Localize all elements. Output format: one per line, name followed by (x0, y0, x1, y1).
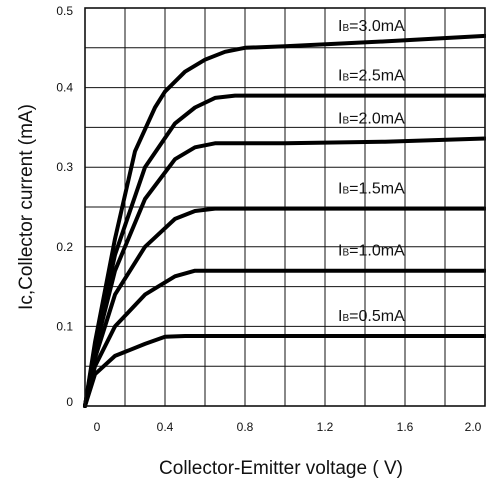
plot-frame (84, 7, 486, 407)
x-axis-title: Collector-Emitter voltage ( V) (159, 458, 403, 479)
x-tick-labels: 0 0.4 0.8 1.2 1.6 2.0 (94, 420, 482, 434)
series-curves (83, 33, 486, 408)
series-curve-6 (83, 33, 486, 408)
series-curve-4 (83, 136, 486, 408)
series-curve-1 (83, 334, 486, 408)
series-label-4: IB=2.0mA (338, 111, 405, 128)
y-axis-title: Ic,Collector current (mA) (16, 104, 37, 310)
series-label-1: IB=0.5mA (338, 308, 405, 325)
y-tick-labels: 0 0.1 0.2 0.3 0.4 0.5 (56, 4, 73, 409)
y-tick-label: 0.3 (56, 160, 73, 174)
series-labels: IB=0.5mA IB=1.0mA IB=1.5mA IB=2.0mA IB=2.5mA… (338, 18, 405, 325)
y-tick-label: 0.2 (56, 240, 73, 254)
series-curve-2 (83, 268, 486, 408)
x-tick-label: 0 (94, 420, 101, 434)
series-label-2: IB=1.0mA (338, 243, 405, 260)
x-tick-label: 2.0 (465, 420, 482, 434)
x-tick-label: 1.2 (317, 420, 334, 434)
x-tick-label: 0.8 (237, 420, 254, 434)
series-label-3: IB=1.5mA (338, 181, 405, 198)
y-tick-label: 0.1 (56, 319, 73, 333)
series-curve-3 (83, 206, 486, 408)
series-curve-5 (83, 93, 486, 408)
y-tick-label: 0 (66, 395, 73, 409)
series-label-5: IB=2.5mA (338, 68, 405, 85)
y-tick-label: 0.4 (56, 81, 73, 95)
x-tick-label: 1.6 (397, 420, 414, 434)
y-tick-label: 0.5 (56, 4, 73, 18)
x-tick-label: 0.4 (157, 420, 174, 434)
series-label-6: IB=3.0mA (338, 18, 405, 35)
